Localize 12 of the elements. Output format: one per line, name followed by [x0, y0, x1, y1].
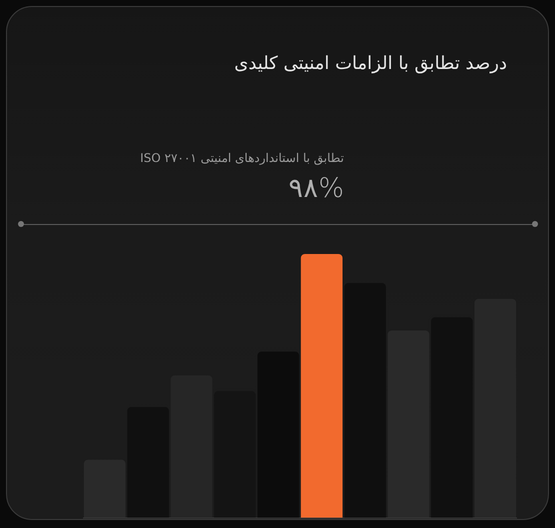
chart-title: درصد تطابق با الزامات امنیتی کلیدی — [233, 52, 507, 76]
bar — [257, 352, 300, 518]
bar — [127, 407, 169, 518]
bar — [431, 317, 473, 518]
bar — [170, 375, 212, 518]
chart-subtitle: تطابق با استانداردهای امنیتی ISO ۲۷۰۰۱ — [140, 151, 344, 165]
bar — [300, 254, 343, 518]
text: ۹۸% — [288, 172, 344, 204]
bar — [388, 330, 430, 518]
bar — [84, 460, 126, 518]
bar — [474, 298, 516, 518]
bar — [344, 283, 386, 518]
